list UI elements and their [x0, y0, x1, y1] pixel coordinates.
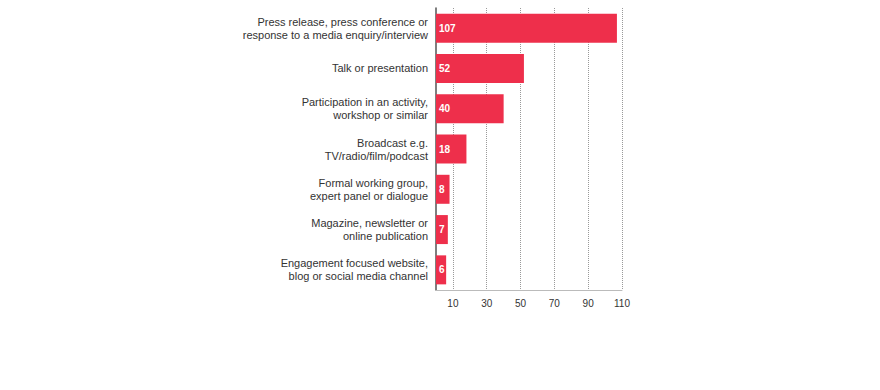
svg-text:110: 110 [614, 298, 630, 309]
svg-text:8: 8 [439, 184, 445, 195]
svg-text:10: 10 [447, 298, 459, 309]
svg-text:response to a media enquiry/in: response to a media enquiry/interview [243, 29, 428, 41]
svg-text:workshop or similar: workshop or similar [332, 109, 428, 121]
svg-text:52: 52 [439, 63, 451, 74]
svg-text:TV/radio/film/podcast: TV/radio/film/podcast [325, 150, 428, 162]
svg-text:50: 50 [515, 298, 527, 309]
svg-text:online publication: online publication [343, 230, 428, 242]
svg-text:107: 107 [439, 23, 456, 34]
svg-text:Talk or presentation: Talk or presentation [332, 62, 428, 74]
svg-text:90: 90 [583, 298, 595, 309]
svg-text:18: 18 [439, 144, 451, 155]
svg-text:70: 70 [549, 298, 561, 309]
svg-text:expert panel or dialogue: expert panel or dialogue [310, 190, 428, 202]
svg-text:Broadcast e.g.: Broadcast e.g. [357, 137, 428, 149]
svg-text:30: 30 [481, 298, 493, 309]
svg-text:6: 6 [439, 264, 445, 275]
svg-text:Participation in an activity,: Participation in an activity, [302, 96, 428, 108]
svg-text:7: 7 [439, 224, 445, 235]
svg-text:Formal working group,: Formal working group, [319, 177, 428, 189]
svg-text:40: 40 [439, 103, 451, 114]
svg-text:Engagement focused website,: Engagement focused website, [281, 257, 428, 269]
svg-text:Press release, press conferenc: Press release, press conference or [257, 16, 428, 28]
svg-text:Magazine, newsletter or: Magazine, newsletter or [311, 217, 428, 229]
svg-text:blog or social media channel: blog or social media channel [289, 270, 428, 282]
